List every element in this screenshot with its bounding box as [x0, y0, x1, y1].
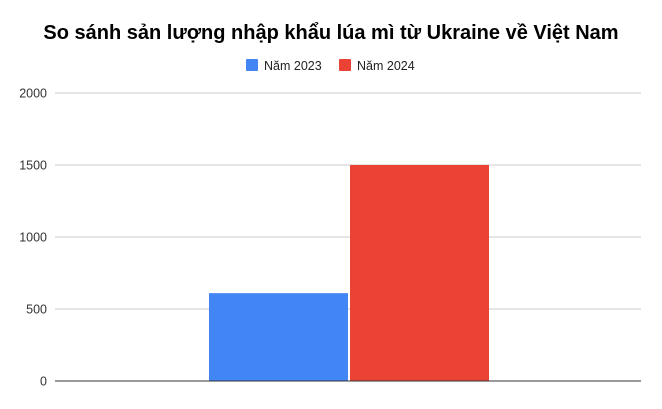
- legend: Năm 2023 Năm 2024: [246, 59, 415, 73]
- bar-năm-2024: [350, 165, 489, 381]
- legend-label-nam-2024: Năm 2024: [357, 59, 415, 73]
- y-axis-ticks: 0 500 1000 1500 2000: [19, 87, 47, 389]
- y-tick-label-2000: 2000: [19, 87, 47, 101]
- y-tick-label-1500: 1500: [19, 159, 47, 173]
- legend-swatch-nam-2024: [339, 59, 351, 71]
- bars: [209, 165, 489, 381]
- y-tick-label-500: 500: [26, 303, 47, 317]
- y-tick-label-0: 0: [40, 375, 47, 389]
- y-tick-label-1000: 1000: [19, 231, 47, 245]
- legend-label-nam-2023: Năm 2023: [264, 59, 322, 73]
- gridlines: [55, 92, 641, 310]
- bar-năm-2023: [209, 293, 348, 381]
- legend-swatch-nam-2023: [246, 59, 258, 71]
- chart-title: So sánh sản lượng nhập khẩu lúa mì từ Uk…: [43, 22, 618, 44]
